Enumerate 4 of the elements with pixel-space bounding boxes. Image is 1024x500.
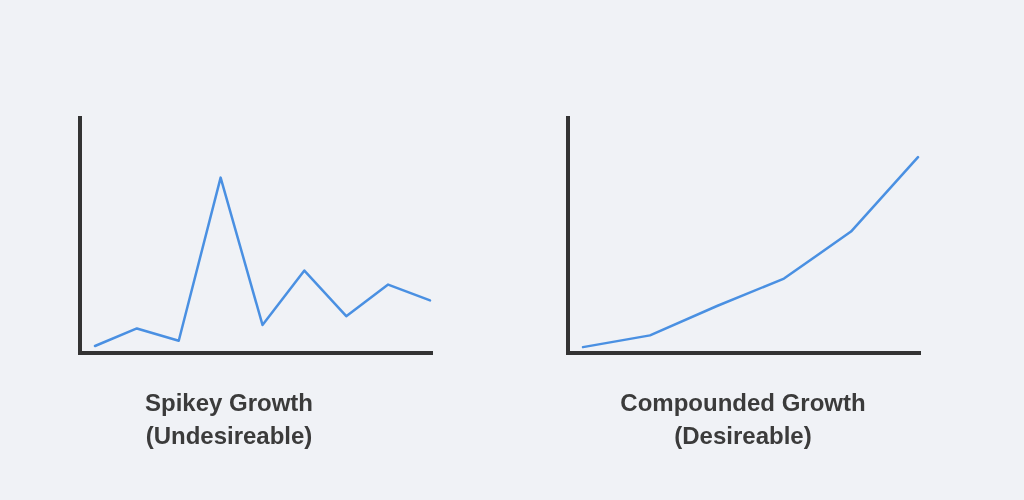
text: (Desireable)	[673, 421, 813, 451]
text: (Undesireable)	[144, 421, 314, 451]
text: Spikey Growth	[143, 388, 314, 418]
text: Compounded Growth	[619, 388, 867, 418]
